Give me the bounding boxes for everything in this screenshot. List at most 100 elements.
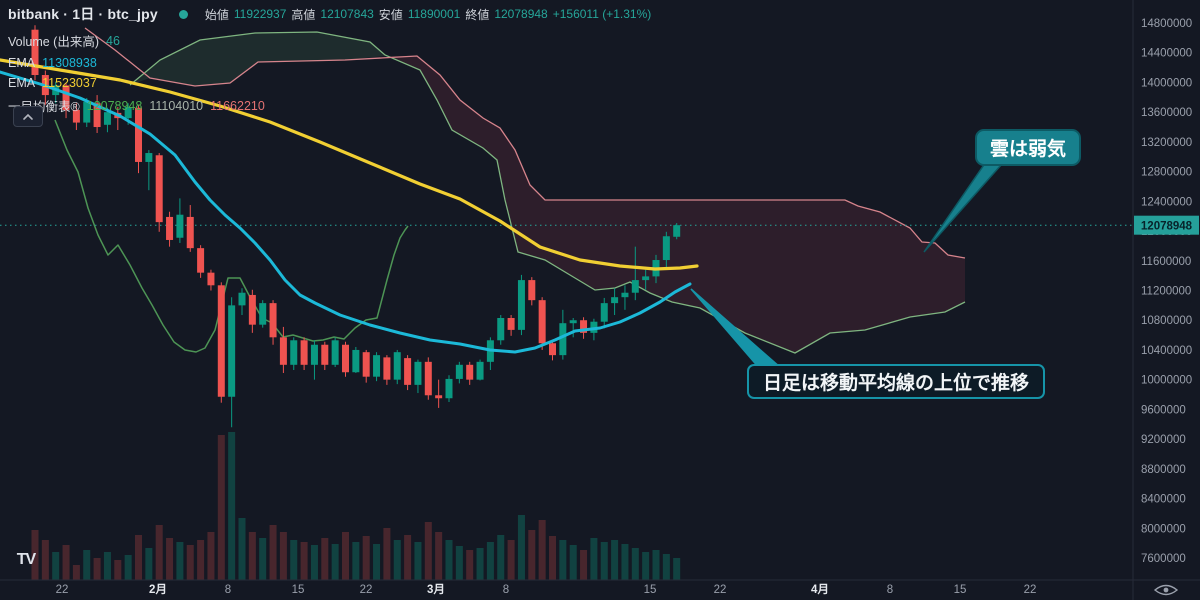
x-axis-label[interactable]: 22 <box>1024 584 1037 596</box>
candle-body <box>497 317 505 341</box>
y-axis-label[interactable]: 13600000 <box>1141 107 1192 119</box>
volume-legend-row[interactable]: Volume (出来高) 46 <box>8 31 651 50</box>
candle-body <box>673 225 681 237</box>
volume-bar <box>383 528 391 580</box>
y-axis-label[interactable]: 10000000 <box>1141 375 1192 387</box>
tradingview-logo[interactable]: TV <box>16 551 36 568</box>
volume-bar <box>414 542 422 580</box>
volume-bar <box>186 545 194 580</box>
y-axis-label[interactable]: 8400000 <box>1141 494 1186 506</box>
ema-fast-legend-row[interactable]: EMA 11308938 <box>8 56 651 70</box>
y-axis-label[interactable]: 14000000 <box>1141 77 1192 89</box>
chevron-up-icon <box>23 113 33 120</box>
cloud-bearish-callout[interactable]: 雲は弱気 <box>975 129 1082 166</box>
candle-body <box>279 337 287 365</box>
volume-bar <box>228 432 236 580</box>
x-axis-label[interactable]: 8 <box>503 584 509 596</box>
ichimoku-value-2: 11104010 <box>149 98 204 113</box>
candle-body <box>393 352 401 380</box>
y-axis-label[interactable]: 14800000 <box>1141 18 1192 30</box>
y-axis-label[interactable]: 12400000 <box>1141 196 1192 208</box>
ema2-value: 11523037 <box>42 76 97 90</box>
x-axis-label[interactable]: 15 <box>292 584 305 596</box>
x-axis-label[interactable]: 22 <box>360 584 373 596</box>
volume-bar <box>600 542 608 580</box>
y-axis-label[interactable]: 9600000 <box>1141 404 1186 416</box>
eye-icon[interactable] <box>1153 584 1179 596</box>
candle-body <box>476 361 484 380</box>
ohlc-readout: 始値 11922937 高値 12107843 安値 11890001 終値 12078… <box>205 6 651 23</box>
volume-bar <box>124 555 132 580</box>
candle-body <box>248 294 256 325</box>
candle-body <box>507 317 515 330</box>
candle-body <box>445 378 453 399</box>
y-axis-label[interactable]: 10400000 <box>1141 345 1192 357</box>
volume-bar <box>455 546 463 580</box>
ichimoku-bullish-cloud <box>130 32 385 86</box>
candle-body <box>176 214 184 238</box>
volume-bar <box>166 538 174 580</box>
candle-body <box>103 112 111 125</box>
candle-body <box>569 320 577 324</box>
volume-bar <box>300 542 308 580</box>
x-axis-label[interactable]: 15 <box>954 584 967 596</box>
close-value: 12078948 <box>494 7 548 21</box>
candle-body <box>62 85 70 110</box>
y-axis-label[interactable]: 10800000 <box>1141 315 1192 327</box>
symbol-title[interactable]: bitbank · 1日 · btc_jpy <box>8 6 158 22</box>
x-axis-label[interactable]: 15 <box>644 584 657 596</box>
volume-bar <box>528 530 536 580</box>
candle-body <box>124 106 132 119</box>
volume-bar <box>217 435 225 580</box>
change-value: +156011 (+1.31%) <box>552 7 652 21</box>
y-axis-label[interactable]: 8800000 <box>1141 464 1186 476</box>
candle-body <box>197 248 205 273</box>
x-axis-label[interactable]: 2月 <box>149 583 167 596</box>
volume-bar <box>114 560 122 580</box>
candle-body <box>455 364 463 379</box>
x-axis-label[interactable]: 22 <box>56 584 69 596</box>
volume-bar <box>331 544 339 580</box>
y-axis-label[interactable]: 11200000 <box>1141 286 1191 298</box>
volume-bar <box>145 548 153 580</box>
volume-bar <box>445 540 453 580</box>
ema-slow-legend-row[interactable]: EMA 11523037 <box>8 76 651 90</box>
y-axis-label[interactable]: 8000000 <box>1141 523 1186 535</box>
volume-bar <box>342 532 349 580</box>
senkou-span-a-line <box>129 31 966 354</box>
ma-support-callout[interactable]: 日足は移動平均線の上位で推移 <box>747 364 1046 399</box>
ichimoku-value-3: 11662210 <box>210 98 265 113</box>
y-axis-label[interactable]: 7600000 <box>1141 553 1186 565</box>
legend-collapse-button[interactable] <box>13 106 43 127</box>
low-value: 11890001 <box>407 7 461 21</box>
volume-bar <box>631 548 639 580</box>
y-axis-label[interactable]: 11600000 <box>1141 256 1191 268</box>
volume-bar <box>269 525 277 580</box>
ichimoku-legend-row[interactable]: 一目均衡表® 12078948 11104010 11662210 <box>8 96 651 115</box>
high-label: 高値 <box>291 7 316 22</box>
candle-body <box>310 344 318 365</box>
volume-label: Volume (出来高) <box>8 35 99 49</box>
candle-body <box>352 349 360 373</box>
candle-body <box>31 29 39 76</box>
x-axis-label[interactable]: 3月 <box>427 583 445 596</box>
y-axis-label[interactable]: 14400000 <box>1141 48 1192 60</box>
y-axis-label[interactable]: 9200000 <box>1141 434 1186 446</box>
candle-body <box>414 361 422 385</box>
x-axis-label[interactable]: 8 <box>887 584 893 596</box>
volume-bar <box>259 538 267 580</box>
candle-body <box>93 103 101 128</box>
volume-bar <box>310 545 318 580</box>
market-status-dot <box>178 9 188 19</box>
x-axis-label[interactable]: 4月 <box>811 583 829 596</box>
ema-fast-line <box>0 70 692 354</box>
candle-body <box>228 305 236 397</box>
x-axis-label[interactable]: 8 <box>225 584 231 596</box>
symbol-row[interactable]: bitbank · 1日 · btc_jpy 始値 11922937 高値 1210… <box>8 4 651 24</box>
y-axis-label[interactable]: 12800000 <box>1141 167 1192 179</box>
volume-bar <box>321 538 329 580</box>
y-axis-label[interactable]: 13200000 <box>1141 137 1192 149</box>
x-axis-label[interactable]: 22 <box>714 584 727 596</box>
